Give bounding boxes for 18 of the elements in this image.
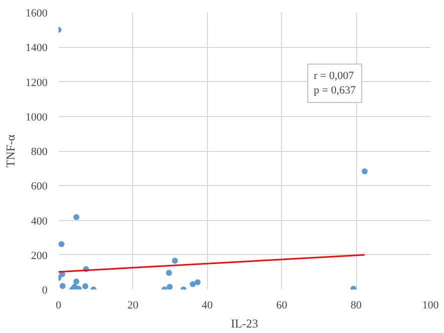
x-tick-label: 0: [56, 300, 62, 312]
x-tick-label: 20: [127, 300, 139, 312]
y-tick-label: 200: [31, 250, 48, 262]
y-tick-label: 800: [31, 146, 48, 158]
x-tick-label: 100: [422, 300, 440, 312]
y-tick-label: 600: [31, 180, 48, 193]
x-tick-label: 60: [276, 300, 288, 312]
x-tick-label: 80: [350, 300, 362, 312]
y-axis-title: TNF-α: [4, 134, 18, 168]
x-tick-label: 40: [202, 300, 214, 312]
y-tick-label: 1000: [26, 111, 48, 124]
annotation: r = 0,007 p = 0,637: [314, 70, 356, 97]
x-axis-title: IL-23: [230, 316, 258, 330]
y-tick-label: 1200: [26, 76, 48, 89]
y-tick-label: 1600: [26, 8, 48, 20]
y-tick-label: 1400: [26, 42, 48, 54]
y-tick-label: 0: [42, 284, 48, 296]
y-tick-label: 400: [31, 215, 48, 228]
